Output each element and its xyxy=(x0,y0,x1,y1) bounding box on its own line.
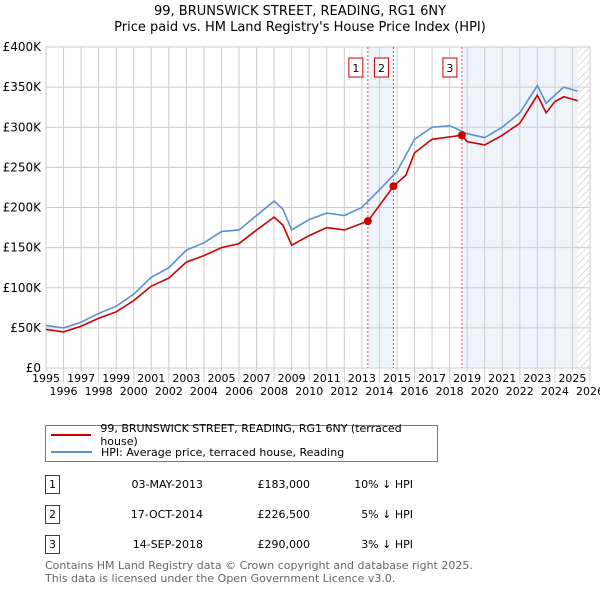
x-tick-label: 2025 xyxy=(558,372,586,385)
x-tick-label: 2010 xyxy=(295,385,323,398)
legend: 99, BRUNSWICK STREET, READING, RG1 6NY (… xyxy=(45,422,438,462)
x-tick-label: 2002 xyxy=(155,385,183,398)
sale-marker-box xyxy=(348,57,364,78)
plot-frame xyxy=(45,46,591,369)
x-tick-label: 1997 xyxy=(67,372,95,385)
x-tick-label: 2021 xyxy=(488,372,516,385)
x-tick-label: 2022 xyxy=(506,385,534,398)
y-tick-label: £150K xyxy=(3,241,43,255)
x-tick-label: 2008 xyxy=(260,385,288,398)
y-tick-label: £0 xyxy=(26,361,41,375)
x-tick-label: 2000 xyxy=(120,385,148,398)
x-tick-label: 2015 xyxy=(383,372,411,385)
sale-price: £290,000 xyxy=(257,538,311,551)
chart-subtitle: Price paid vs. HM Land Registry's House … xyxy=(114,20,486,35)
price-chart: 1995199619971998199920002001200220032004… xyxy=(3,40,600,398)
y-tick-label: £250K xyxy=(3,160,43,174)
sale-badge: 1 xyxy=(45,475,60,494)
x-tick-label: 2006 xyxy=(225,385,253,398)
x-tick-label: 2013 xyxy=(348,372,376,385)
x-tick-label: 2014 xyxy=(365,385,393,398)
x-tick-label: 2011 xyxy=(313,372,341,385)
sale-marker-number: 3 xyxy=(446,62,453,75)
x-tick-label: 2026 xyxy=(576,385,600,398)
y-tick-label: £50K xyxy=(10,321,42,335)
legend-swatch-property xyxy=(51,434,92,436)
footer-licence: This data is licensed under the Open Gov… xyxy=(45,572,396,585)
x-tick-label: 2017 xyxy=(418,372,446,385)
sale-hpi-diff: 5% ↓ HPI xyxy=(361,508,413,521)
x-tick-label: 2023 xyxy=(523,372,551,385)
sale-row: 3 14-SEP-2018 £290,000 3% ↓ HPI xyxy=(45,535,465,555)
x-tick-label: 2018 xyxy=(436,385,464,398)
x-tick-label: 2009 xyxy=(278,372,306,385)
x-tick-label: 2024 xyxy=(541,385,569,398)
x-tick-label: 1999 xyxy=(102,372,130,385)
footer-copyright: Contains HM Land Registry data © Crown c… xyxy=(45,559,473,572)
x-tick-label: 2016 xyxy=(401,385,429,398)
sale-marker-box xyxy=(373,57,389,78)
sale-price: £183,000 xyxy=(257,478,311,491)
x-tick-label: 2019 xyxy=(453,372,481,385)
hpi-line xyxy=(45,83,578,329)
y-tick-label: £400K xyxy=(3,40,43,54)
x-tick-label: 2005 xyxy=(207,372,235,385)
x-tick-label: 2001 xyxy=(137,372,165,385)
chart-title: 99, BRUNSWICK STREET, READING, RG1 6NY xyxy=(153,4,447,19)
sale-price: £226,500 xyxy=(257,508,311,521)
sale-point xyxy=(363,217,372,226)
x-tick-label: 2020 xyxy=(471,385,499,398)
sale-row: 2 17-OCT-2014 £226,500 5% ↓ HPI xyxy=(45,505,465,525)
x-tick-label: 1998 xyxy=(85,385,113,398)
sale-hpi-diff: 10% ↓ HPI xyxy=(354,478,413,491)
sale-marker-box xyxy=(442,57,458,78)
sale-marker-number: 2 xyxy=(378,62,385,75)
x-tick-label: 1996 xyxy=(50,385,78,398)
x-tick-label: 1995 xyxy=(32,372,60,385)
sale-date: 14-SEP-2018 xyxy=(132,538,203,551)
sale-date: 17-OCT-2014 xyxy=(130,508,203,521)
sale-hpi-diff: 3% ↓ HPI xyxy=(361,538,413,551)
x-tick-label: 2007 xyxy=(243,372,271,385)
legend-label-property: 99, BRUNSWICK STREET, READING, RG1 6NY (… xyxy=(100,422,402,448)
x-tick-label: 2012 xyxy=(330,385,358,398)
sale-badge: 2 xyxy=(45,505,60,524)
x-tick-label: 2003 xyxy=(172,372,200,385)
y-tick-label: £350K xyxy=(3,80,43,94)
sale-point xyxy=(457,131,466,140)
sale-badge: 3 xyxy=(45,535,60,554)
y-tick-label: £200K xyxy=(3,201,43,215)
footer: Contains HM Land Registry data © Crown c… xyxy=(45,559,473,585)
sale-date: 03-MAY-2013 xyxy=(131,478,203,491)
x-tick-label: 2004 xyxy=(190,385,218,398)
sale-point xyxy=(389,182,398,191)
sale-row: 1 03-MAY-2013 £183,000 10% ↓ HPI xyxy=(45,475,465,495)
property-price-line xyxy=(45,93,578,333)
legend-label-hpi: HPI: Average price, terraced house, Read… xyxy=(101,445,345,459)
y-tick-label: £100K xyxy=(3,281,43,295)
y-tick-label: £300K xyxy=(3,120,43,134)
legend-swatch-hpi xyxy=(51,451,92,453)
sale-marker-number: 1 xyxy=(352,62,359,75)
